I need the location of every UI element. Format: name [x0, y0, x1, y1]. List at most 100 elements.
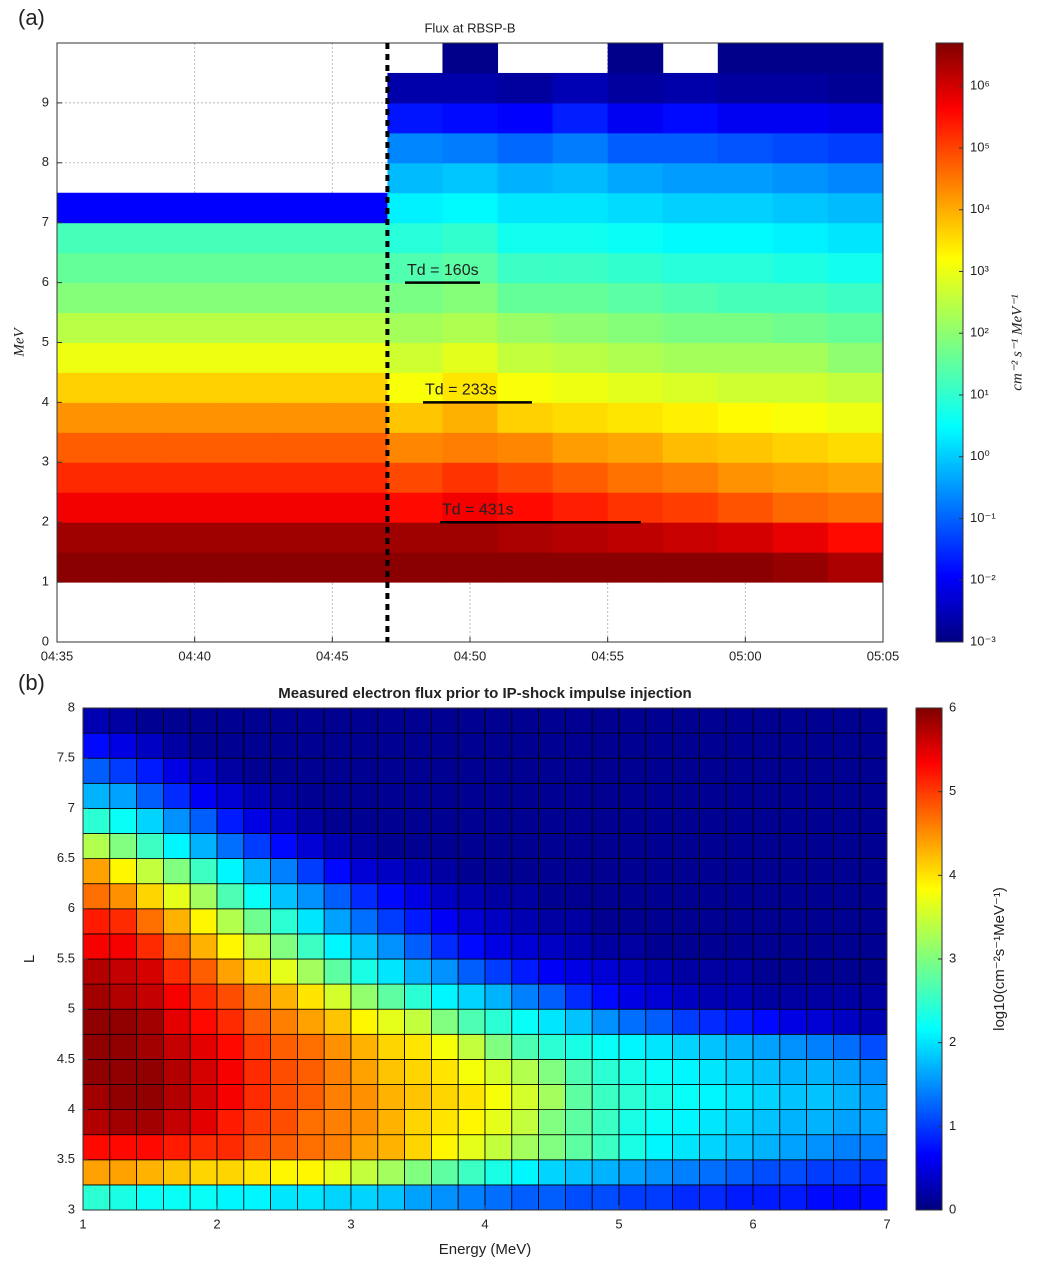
- heatmap-cell: [538, 732, 566, 759]
- heatmap-cell: [779, 782, 807, 809]
- heatmap-cell: [662, 132, 719, 164]
- heatmap-cell: [645, 1109, 673, 1136]
- heatmap-cell: [806, 1033, 834, 1060]
- heatmap-cell: [607, 312, 664, 343]
- heatmap-cell: [350, 1159, 379, 1186]
- heatmap-cell: [859, 1109, 888, 1136]
- heatmap-cell: [442, 102, 499, 134]
- heatmap-cell: [511, 908, 539, 935]
- heatmap-cell: [457, 732, 486, 759]
- heatmap-cell: [82, 833, 111, 860]
- heatmap-cell: [779, 732, 807, 759]
- heatmap-cell: [167, 252, 223, 284]
- heatmap-cell: [270, 858, 298, 885]
- heatmap-cell: [752, 883, 781, 910]
- heatmap-cell: [136, 1184, 164, 1211]
- heatmap-cell: [827, 72, 884, 104]
- heatmap-cell: [430, 858, 459, 885]
- heatmap-cell: [277, 552, 333, 583]
- heatmap-cell: [387, 282, 443, 314]
- heatmap-cell: [511, 782, 539, 809]
- heatmap-cell: [662, 552, 719, 583]
- heatmap-cell: [806, 782, 834, 809]
- heatmap-cell: [752, 933, 781, 960]
- x-tick-label: 05:00: [729, 648, 762, 663]
- heatmap-cell: [538, 1109, 566, 1136]
- heatmap-cell: [618, 908, 647, 935]
- heatmap-cell: [591, 1109, 620, 1136]
- colorbar-tick-label: 10⁻³: [970, 633, 996, 648]
- heatmap-cell: [833, 757, 861, 784]
- heatmap-cell: [511, 883, 539, 910]
- heatmap-cell: [222, 432, 278, 463]
- heatmap-cell: [270, 757, 298, 784]
- colorbar: [935, 42, 964, 643]
- heatmap-cell: [404, 883, 432, 910]
- heatmap-cell: [430, 1159, 459, 1186]
- heatmap-cell: [645, 983, 673, 1010]
- heatmap-cell: [162, 933, 191, 960]
- heatmap-cell: [827, 492, 884, 523]
- heatmap-cell: [442, 522, 499, 553]
- y-tick-label: 8: [42, 154, 49, 169]
- heatmap-cell: [377, 1033, 405, 1060]
- heatmap-cell: [607, 72, 664, 104]
- heatmap-cell: [662, 312, 719, 343]
- heatmap-cell: [511, 1109, 539, 1136]
- heatmap-cell: [645, 883, 673, 910]
- heatmap-cell: [772, 342, 829, 373]
- heatmap-cell: [112, 522, 168, 553]
- heatmap-cell: [859, 1008, 888, 1035]
- heatmap-cell: [277, 222, 333, 254]
- heatmap-cell: [387, 222, 443, 254]
- heatmap-cell: [565, 1084, 593, 1111]
- heatmap-cell: [779, 1159, 807, 1186]
- heatmap-cell: [497, 462, 554, 493]
- heatmap-cell: [296, 1084, 325, 1111]
- heatmap-cell: [607, 222, 664, 254]
- heatmap-cell: [189, 1084, 218, 1111]
- heatmap-cell: [497, 282, 554, 314]
- heatmap-cell: [82, 883, 111, 910]
- heatmap-cell: [189, 983, 218, 1010]
- heatmap-cell: [136, 958, 164, 985]
- heatmap-cell: [404, 1008, 432, 1035]
- heatmap-cell: [162, 757, 191, 784]
- heatmap-cell: [136, 833, 164, 860]
- heatmap-cell: [430, 983, 459, 1010]
- heatmap-cell: [672, 1134, 700, 1161]
- heatmap-cell: [296, 782, 325, 809]
- heatmap-cell: [827, 162, 884, 194]
- heatmap-cell: [672, 908, 700, 935]
- heatmap-cell: [323, 1008, 352, 1035]
- heatmap-cell: [591, 983, 620, 1010]
- heatmap-cell: [725, 1008, 754, 1035]
- heatmap-cell: [591, 707, 620, 734]
- heatmap-cell: [833, 1159, 861, 1186]
- heatmap-cell: [833, 833, 861, 860]
- heatmap-cell: [136, 1008, 164, 1035]
- y-tick-label: 7: [42, 214, 49, 229]
- heatmap-cell: [430, 1184, 459, 1211]
- heatmap-cell: [109, 908, 138, 935]
- heatmap-cell: [699, 833, 727, 860]
- heatmap-cell: [645, 782, 673, 809]
- heatmap-cell: [607, 282, 664, 314]
- heatmap-cell: [827, 552, 884, 583]
- heatmap-cell: [82, 958, 111, 985]
- heatmap-cell: [607, 522, 664, 553]
- heatmap-cell: [699, 983, 727, 1010]
- y-tick-label: 6.5: [57, 850, 75, 865]
- heatmap-cell: [404, 1059, 432, 1085]
- heatmap-cell: [189, 1134, 218, 1161]
- heatmap-cell: [752, 1134, 781, 1161]
- heatmap-cell: [112, 252, 168, 284]
- heatmap-cell: [189, 732, 218, 759]
- heatmap-cell: [162, 1033, 191, 1060]
- heatmap-cell: [323, 1159, 352, 1186]
- heatmap-cell: [296, 858, 325, 885]
- heatmap-cell: [404, 933, 432, 960]
- heatmap-cell: [618, 983, 647, 1010]
- heatmap-cell: [377, 1109, 405, 1136]
- heatmap-cell: [699, 1184, 727, 1211]
